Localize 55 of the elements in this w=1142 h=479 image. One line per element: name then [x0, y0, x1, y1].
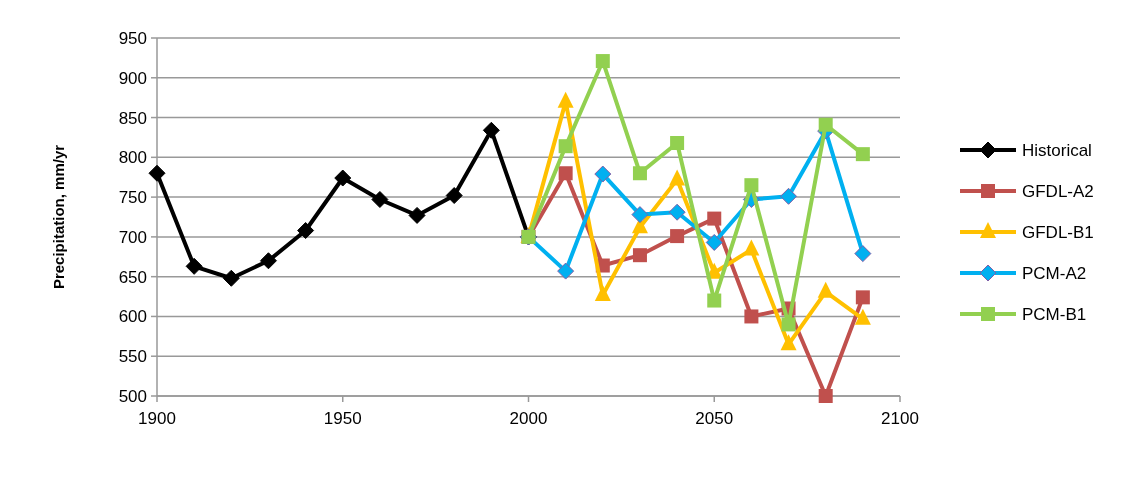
- x-tick-label: 2000: [509, 409, 548, 428]
- point: [670, 229, 685, 244]
- y-tick-label: 550: [118, 347, 147, 367]
- point: [780, 187, 798, 205]
- point: [632, 166, 647, 181]
- point: [670, 136, 685, 151]
- y-tick-label: 850: [118, 108, 147, 128]
- point: [707, 293, 722, 308]
- y-tick-label: 700: [118, 227, 147, 247]
- x-tick-label: 2100: [881, 409, 919, 428]
- y-tick-label: 950: [118, 28, 147, 48]
- legend-label: GFDL-B1: [1022, 222, 1094, 242]
- legend-label: PCM-A2: [1022, 263, 1087, 283]
- point: [594, 165, 612, 183]
- point: [148, 164, 166, 182]
- legend-label: GFDL-A2: [1022, 181, 1094, 201]
- point: [707, 211, 722, 226]
- x-tick-label: 1950: [323, 409, 362, 428]
- y-tick-label: 650: [118, 267, 147, 287]
- point: [780, 334, 797, 351]
- point: [371, 191, 389, 208]
- legend-label: PCM-B1: [1022, 304, 1087, 324]
- point: [595, 54, 610, 69]
- point: [744, 178, 759, 193]
- point: [854, 245, 872, 263]
- y-axis-title: Precipitation, mm/yr: [50, 144, 67, 290]
- point: [781, 317, 796, 332]
- point: [705, 233, 723, 251]
- point: [558, 139, 573, 154]
- point: [818, 389, 833, 403]
- point: [408, 206, 426, 224]
- point: [222, 269, 240, 287]
- point: [558, 166, 573, 181]
- y-tick-label: 500: [118, 386, 147, 406]
- point: [855, 147, 870, 162]
- point: [297, 222, 315, 240]
- x-tick-label: 1900: [138, 409, 176, 428]
- point: [631, 206, 649, 224]
- point: [482, 121, 500, 139]
- point: [744, 309, 759, 324]
- y-tick-label: 900: [118, 68, 147, 88]
- point: [855, 290, 870, 305]
- legend-label: Historical: [1022, 140, 1092, 160]
- point: [259, 252, 277, 270]
- y-tick-label: 750: [118, 188, 147, 208]
- y-tick-label: 600: [118, 307, 147, 327]
- point: [632, 248, 647, 263]
- y-tick-label: 800: [118, 148, 147, 168]
- point: [557, 262, 575, 280]
- point: [334, 169, 352, 187]
- point: [185, 257, 203, 275]
- x-tick-label: 2050: [695, 409, 734, 428]
- point: [668, 203, 686, 221]
- point: [818, 117, 833, 132]
- point: [445, 187, 463, 205]
